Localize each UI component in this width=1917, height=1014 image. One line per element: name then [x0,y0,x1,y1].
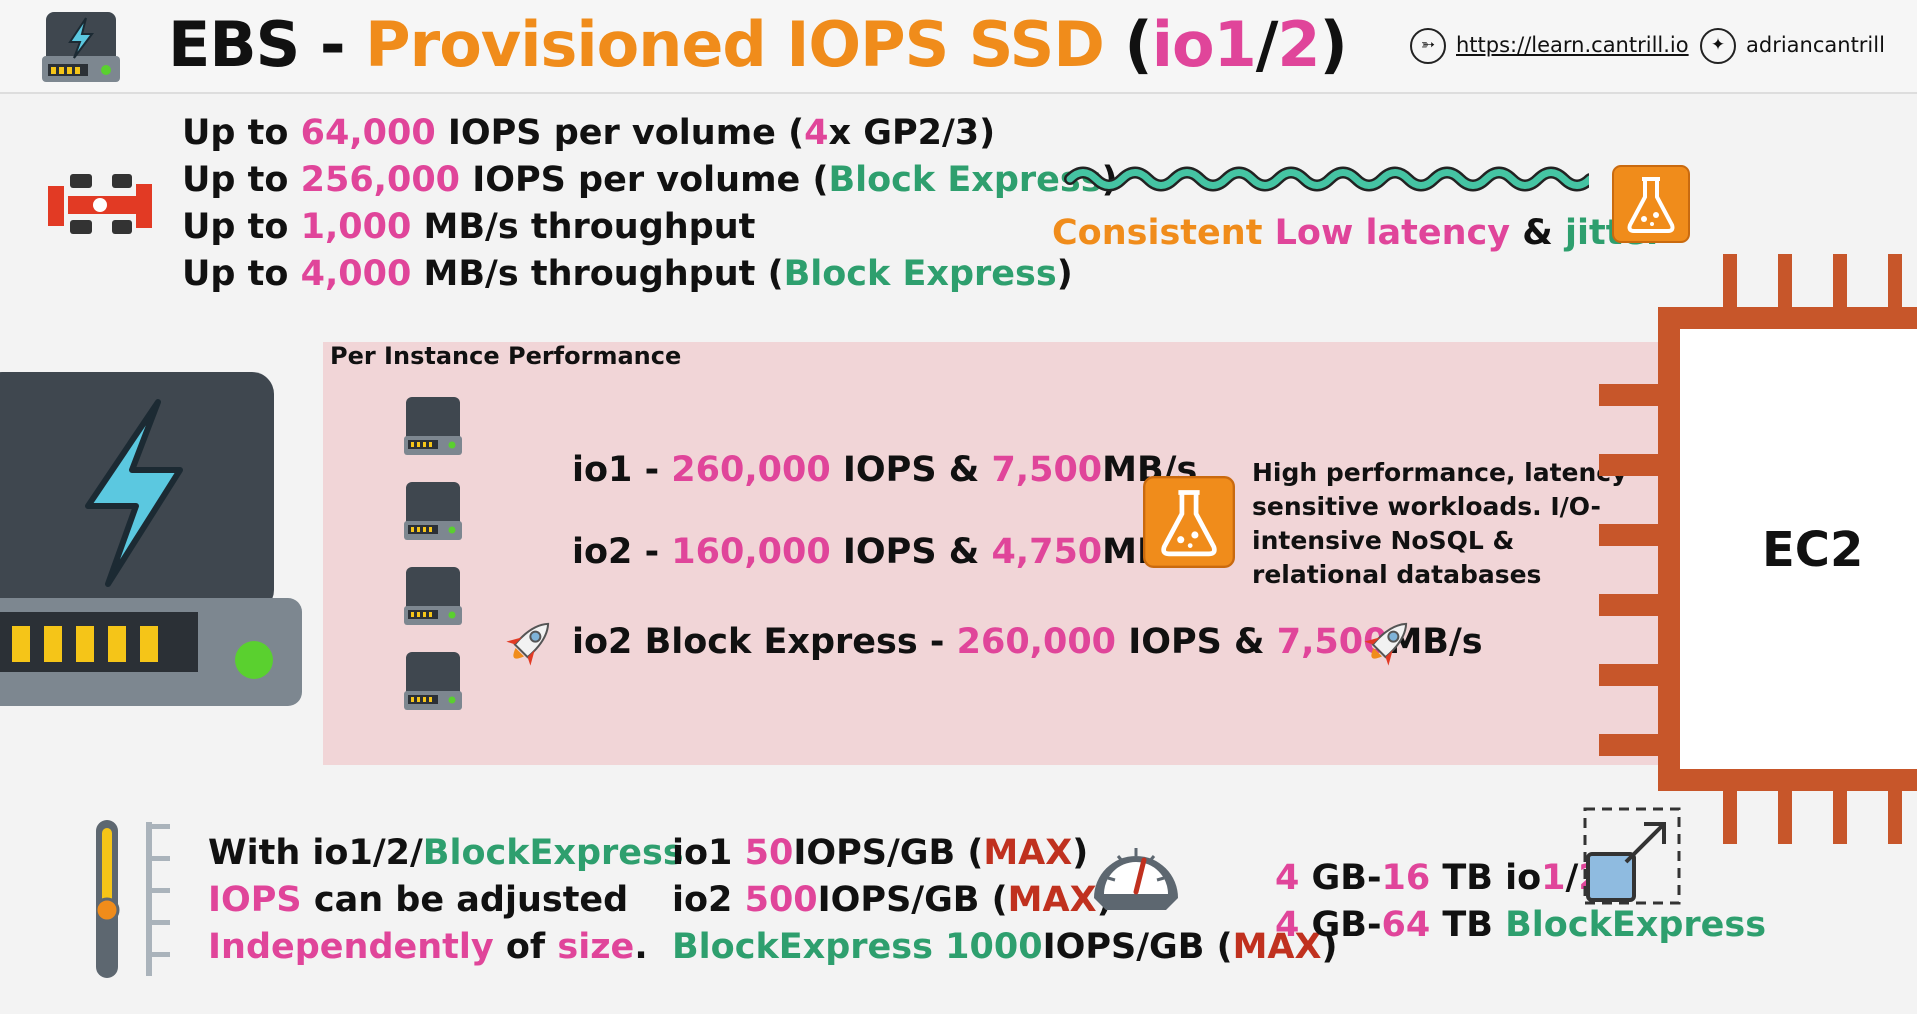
spec-line: Up to 1,000 MB/s throughput [182,207,756,247]
spec-line: Up to 256,000 IOPS per volume (Block Exp… [182,160,1118,200]
small-drive-icon [404,566,462,630]
rocket-icon [1358,614,1416,676]
race-car-icon [48,172,152,240]
compass-icon: ➳ [1410,28,1446,64]
slider-icon [94,818,176,984]
gauge-icon [1088,834,1184,918]
twitter-icon: ✦ [1700,28,1736,64]
ec2-chip-icon [1599,254,1917,848]
ec2-label: EC2 [1762,522,1864,578]
small-drive-icon [404,651,462,715]
io1-performance: io1 - 260,000 IOPS & 7,500MB/s [572,450,1198,490]
small-drive-icon [404,481,462,545]
flask-icon [1612,165,1690,247]
adjust-note: With io1/2/BlockExpress IOPS can be adju… [208,833,684,967]
io2-block-express-performance: io2 Block Express - 260,000 IOPS & 7,500… [572,622,1483,662]
rocket-icon [500,614,558,676]
workload-description: High performance, latency sensitive work… [1252,458,1628,589]
panel-title: Per Instance Performance [330,342,682,370]
page-title: EBS - Provisioned IOPS SSD (io1/2) [168,8,1348,81]
spec-list: Up to 64,000 IOPS per volume (4x GP2/3) … [182,110,1118,298]
resize-icon [1582,806,1682,910]
wave-icon [1064,162,1596,200]
size-range-list: 4 GB-16 TB io1/2 4 GB-64 TB BlockExpress [1275,858,1767,945]
per-instance-panel [323,342,1703,765]
ebs-volume-icon [0,370,304,714]
spec-line: Up to 4,000 MB/s throughput (Block Expre… [182,254,1073,294]
website-link[interactable]: ➳ https://learn.cantrill.io [1410,28,1689,64]
io2-performance: io2 - 160,000 IOPS & 4,750MB/s [572,532,1197,572]
spec-line: Up to 64,000 IOPS per volume (4x GP2/3) [182,113,996,153]
small-drive-icon [404,396,462,460]
iops-per-gb-list: io1 50IOPS/GB (MAX) io2 500IOPS/GB (MAX)… [672,833,1338,967]
flask-icon [1143,476,1235,572]
twitter-link[interactable]: ✦ adriancantrill [1700,28,1885,64]
header-bar [0,0,1917,94]
latency-caption: Consistent Low latency & jitter [1052,213,1663,253]
ebs-drive-icon [40,10,122,84]
